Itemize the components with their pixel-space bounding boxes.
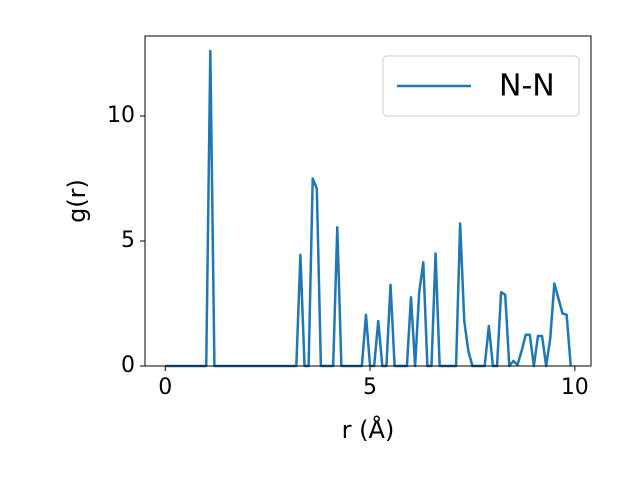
y-tick-label: 0 <box>121 353 135 378</box>
x-tick-label: 0 <box>158 375 172 400</box>
x-tick-label: 5 <box>363 375 377 400</box>
x-tick-label: 10 <box>561 375 589 400</box>
x-axis-label: r (Å) <box>342 415 395 444</box>
y-axis-label: g(r) <box>63 179 91 223</box>
y-tick-label: 10 <box>107 103 135 128</box>
y-tick-label: 5 <box>121 228 135 253</box>
legend-label: N-N <box>499 69 555 104</box>
plot-frame <box>144 35 592 367</box>
legend-box <box>382 55 580 117</box>
